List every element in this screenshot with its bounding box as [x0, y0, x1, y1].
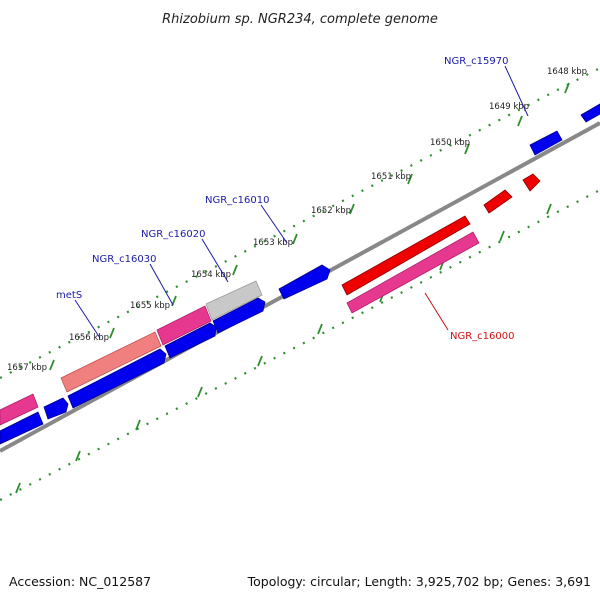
label-leader-line	[149, 263, 174, 306]
gene-arrow[interactable]	[580, 103, 600, 123]
tick-mark	[257, 355, 263, 367]
feature-block[interactable]	[156, 305, 212, 346]
gene-arrow[interactable]	[483, 189, 513, 214]
feature-block[interactable]	[60, 331, 162, 393]
feature-block[interactable]	[0, 393, 39, 426]
tick-mark	[407, 173, 413, 185]
label-leader-line	[260, 204, 288, 244]
tick-label: 1655 kbp	[130, 301, 170, 311]
label-leader-line	[74, 299, 101, 339]
gene-label[interactable]: metS	[56, 290, 82, 301]
gene-arrow[interactable]	[0, 411, 44, 445]
reverse-strand-features	[341, 173, 541, 314]
tick-label: 1657 kbp	[7, 363, 47, 373]
tick-mark	[564, 82, 570, 94]
outer-scale-ring	[0, 67, 600, 379]
gene-label[interactable]: NGR_c15970	[444, 56, 509, 67]
tick-label: 1651 kbp	[371, 172, 411, 182]
feature-block[interactable]	[346, 231, 480, 314]
tick-mark	[232, 264, 238, 276]
tick-mark	[15, 482, 21, 494]
tick-mark	[197, 386, 203, 398]
tick-label: 1653 kbp	[253, 238, 293, 248]
gene-label[interactable]: NGR_c16030	[92, 254, 157, 265]
tick-mark	[135, 419, 141, 431]
gene-arrow[interactable]	[43, 397, 69, 420]
gene-label[interactable]: NGR_c16010	[205, 195, 270, 206]
label-leader-line	[424, 292, 449, 331]
tick-mark	[349, 203, 355, 215]
tick-mark	[499, 230, 505, 242]
gene-label[interactable]: NGR_c16020	[141, 229, 206, 240]
tick-mark	[49, 359, 55, 371]
gene-arrow[interactable]	[278, 264, 331, 300]
gene-arrow[interactable]	[164, 322, 217, 359]
gene-arrow[interactable]	[341, 215, 471, 296]
tick-mark	[317, 323, 323, 335]
gene-arrow[interactable]	[212, 297, 266, 334]
tick-label: 1649 kbp	[489, 102, 529, 112]
tick-mark	[517, 115, 523, 127]
tick-mark	[109, 327, 115, 339]
forward-strand-features	[0, 103, 600, 445]
tick-label: 1648 kbp	[547, 67, 587, 77]
tick-mark	[75, 450, 81, 462]
gene-arrow[interactable]	[67, 348, 167, 409]
tick-label: 1656 kbp	[69, 333, 109, 343]
gene-arrow[interactable]	[522, 173, 541, 192]
tick-label: 1654 kbp	[191, 270, 231, 280]
feature-block[interactable]	[205, 280, 263, 321]
tick-label: 1652 kbp	[311, 206, 351, 216]
genome-stats-label: Topology: circular; Length: 3,925,702 bp…	[247, 574, 591, 589]
tick-mark	[546, 203, 552, 215]
tick-mark	[464, 143, 470, 155]
gene-labels: NGR_c15970 NGR_c16010 NGR_c16020 NGR_c16…	[56, 56, 529, 342]
gene-label[interactable]: NGR_c16000	[450, 331, 515, 342]
label-leader-line	[201, 238, 229, 283]
tick-label: 1650 kbp	[430, 138, 470, 148]
tick-marks: 1648 kbp 1649 kbp 1650 kbp 1651 kbp 1652…	[7, 67, 587, 373]
accession-label: Accession: NC_012587	[9, 574, 151, 589]
inner-scale-ring	[0, 189, 600, 501]
tick-mark	[292, 233, 298, 245]
gene-arrow[interactable]	[529, 130, 563, 156]
map-title: Rhizobium sp. NGR234, complete genome	[162, 12, 438, 27]
label-leader-line	[504, 65, 529, 117]
